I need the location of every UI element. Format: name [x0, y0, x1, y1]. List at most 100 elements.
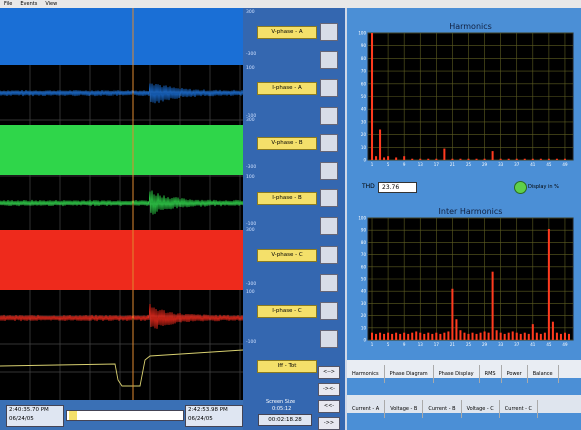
- x-tick-label: 13: [418, 162, 424, 167]
- scale-label: 300: [246, 228, 255, 233]
- x-tick-label: 1: [371, 162, 374, 167]
- bar: [547, 228, 550, 340]
- x-tick-label: 41: [530, 162, 536, 167]
- y-tick-label: 60: [361, 81, 367, 86]
- tab[interactable]: Power: [502, 365, 528, 383]
- nav-button[interactable]: <<-: [318, 400, 340, 413]
- tool-icon[interactable]: [320, 274, 338, 292]
- menu-item[interactable]: Events: [20, 1, 38, 7]
- bar: [483, 331, 486, 340]
- band-a: [0, 8, 243, 65]
- end-date: 06/24/05: [188, 416, 213, 422]
- scale-label: -100: [246, 340, 257, 345]
- tab[interactable]: RMS: [480, 365, 502, 383]
- bar: [387, 156, 390, 160]
- tool-icon[interactable]: [320, 79, 338, 97]
- tool-icon[interactable]: [320, 302, 338, 320]
- bar: [475, 158, 478, 160]
- y-tick-label: 90: [361, 228, 367, 233]
- channel-button[interactable]: I-phase - B: [257, 192, 317, 205]
- channel-button[interactable]: V-phase - A: [257, 26, 317, 39]
- bar: [435, 158, 438, 160]
- band-c: [0, 230, 243, 290]
- tab[interactable]: Balance: [528, 365, 559, 383]
- x-tick-label: 49: [562, 342, 568, 347]
- bar: [527, 333, 530, 340]
- nav-button[interactable]: <-->: [318, 366, 340, 379]
- nav-button[interactable]: ->>: [318, 417, 340, 430]
- display-percent-label: Display in %: [528, 184, 559, 190]
- thd-label: THD: [362, 183, 375, 190]
- bar: [371, 33, 374, 160]
- tab-bar: Harmonics Phase Diagram Phase Display RMS Po…: [347, 360, 581, 383]
- menu-item[interactable]: File: [4, 1, 13, 7]
- menu-item[interactable]: View: [45, 1, 58, 7]
- y-tick-label: 0: [363, 158, 366, 163]
- tool-icon[interactable]: [320, 23, 338, 41]
- x-tick-label: 29: [482, 162, 488, 167]
- thd-value: 23.76: [378, 182, 417, 193]
- bar: [427, 158, 430, 160]
- wave-trace: [0, 303, 243, 329]
- tab[interactable]: Phase Display: [434, 365, 480, 383]
- bar: [399, 333, 402, 340]
- bar: [519, 333, 522, 340]
- channel-button[interactable]: V-phase - B: [257, 137, 317, 150]
- sub-tab[interactable]: Current - A: [347, 400, 386, 418]
- start-time-box: 2:40:35.70 PM 06/24/05: [6, 405, 64, 427]
- display-percent-toggle[interactable]: [514, 181, 527, 194]
- wave-trace: [0, 349, 243, 387]
- bar: [451, 158, 454, 160]
- scale-label: -100: [246, 222, 257, 227]
- bar: [463, 332, 466, 340]
- nav-button[interactable]: -><-: [318, 383, 340, 396]
- chart-title: Inter Harmonics: [439, 207, 503, 216]
- tool-icon[interactable]: [320, 330, 338, 348]
- bar: [459, 158, 462, 160]
- bar: [375, 156, 378, 160]
- tool-icon[interactable]: [320, 246, 338, 264]
- time-slider[interactable]: [66, 410, 184, 421]
- bar: [543, 332, 546, 340]
- tool-icon[interactable]: [320, 189, 338, 207]
- x-tick-label: 13: [418, 342, 424, 347]
- bar: [403, 156, 406, 160]
- tool-icon[interactable]: [320, 51, 338, 69]
- tool-icon[interactable]: [320, 162, 338, 180]
- tab[interactable]: Phase Diagram: [385, 365, 434, 383]
- bar: [443, 148, 446, 160]
- x-tick-label: 49: [562, 162, 568, 167]
- tool-icon[interactable]: [320, 134, 338, 152]
- bar: [563, 332, 566, 340]
- wave-trace: [0, 83, 243, 104]
- channel-button[interactable]: I-phase - A: [257, 82, 317, 95]
- tab[interactable]: Harmonics: [347, 365, 385, 383]
- x-tick-label: 37: [514, 162, 520, 167]
- sub-tab[interactable]: Voltage - B: [385, 400, 424, 418]
- sub-tab[interactable]: Current - B: [423, 400, 462, 418]
- channel-button[interactable]: V-phase - C: [257, 249, 317, 262]
- bar: [415, 331, 418, 340]
- sub-tab[interactable]: Current - C: [500, 400, 539, 418]
- y-tick-label: 40: [361, 289, 367, 294]
- x-tick-label: 45: [546, 162, 552, 167]
- channel-button[interactable]: Iff - Tot: [257, 360, 317, 373]
- bar: [371, 332, 374, 340]
- y-tick-label: 30: [361, 119, 367, 124]
- slider-thumb[interactable]: [69, 411, 77, 420]
- bar: [483, 158, 486, 160]
- menu-bar: File Events View: [0, 0, 581, 8]
- scale-label: -300: [246, 52, 257, 57]
- bar: [531, 158, 534, 160]
- channel-button[interactable]: I-phase - C: [257, 305, 317, 318]
- y-tick-label: 20: [361, 313, 367, 318]
- scale-label: 100: [246, 66, 255, 71]
- tool-icon[interactable]: [320, 107, 338, 125]
- sub-tab[interactable]: Voltage - C: [462, 400, 500, 418]
- bar: [563, 158, 566, 160]
- x-tick-label: 41: [530, 342, 536, 347]
- x-tick-label: 37: [514, 342, 520, 347]
- tool-icon[interactable]: [320, 217, 338, 235]
